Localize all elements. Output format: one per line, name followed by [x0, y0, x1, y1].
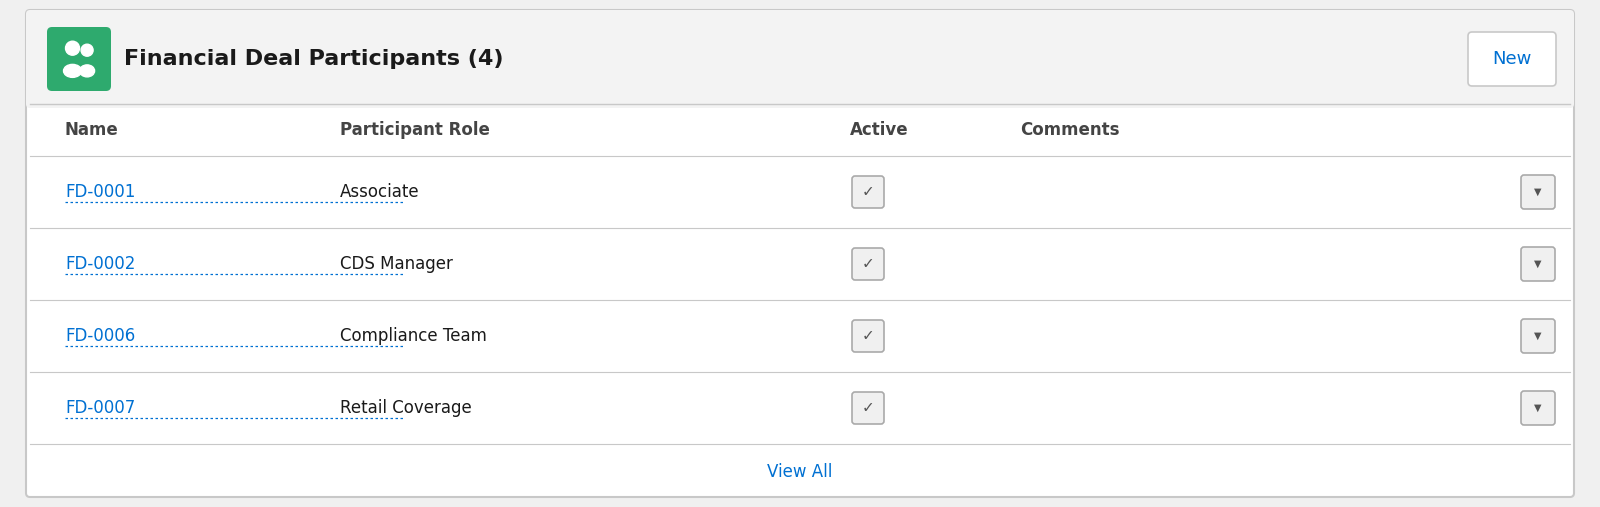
Text: FD-0007: FD-0007 — [66, 399, 136, 417]
Text: FD-0001: FD-0001 — [66, 183, 136, 201]
Text: Compliance Team: Compliance Team — [339, 327, 486, 345]
Text: ▼: ▼ — [1534, 331, 1542, 341]
Text: New: New — [1493, 50, 1531, 68]
Text: FD-0006: FD-0006 — [66, 327, 136, 345]
Text: Comments: Comments — [1021, 121, 1120, 139]
Bar — [30, 94, 1570, 104]
FancyBboxPatch shape — [851, 248, 883, 280]
Ellipse shape — [64, 64, 82, 78]
Text: ✓: ✓ — [862, 329, 874, 344]
FancyBboxPatch shape — [26, 10, 1574, 497]
FancyBboxPatch shape — [1522, 319, 1555, 353]
Text: Associate: Associate — [339, 183, 419, 201]
Text: Active: Active — [850, 121, 909, 139]
FancyBboxPatch shape — [1522, 391, 1555, 425]
Text: ✓: ✓ — [862, 401, 874, 416]
Text: ▼: ▼ — [1534, 259, 1542, 269]
FancyBboxPatch shape — [1522, 247, 1555, 281]
FancyBboxPatch shape — [26, 10, 1574, 108]
FancyBboxPatch shape — [851, 320, 883, 352]
Text: Name: Name — [66, 121, 118, 139]
FancyBboxPatch shape — [46, 27, 110, 91]
FancyBboxPatch shape — [1522, 175, 1555, 209]
Text: FD-0002: FD-0002 — [66, 255, 136, 273]
Text: ▼: ▼ — [1534, 403, 1542, 413]
FancyBboxPatch shape — [1469, 32, 1555, 86]
Ellipse shape — [80, 65, 94, 77]
Circle shape — [66, 41, 80, 55]
Circle shape — [82, 44, 93, 56]
Text: Participant Role: Participant Role — [339, 121, 490, 139]
Text: Financial Deal Participants (4): Financial Deal Participants (4) — [125, 49, 504, 69]
FancyBboxPatch shape — [851, 392, 883, 424]
Text: ▼: ▼ — [1534, 187, 1542, 197]
Text: View All: View All — [768, 463, 832, 481]
Text: Retail Coverage: Retail Coverage — [339, 399, 472, 417]
FancyBboxPatch shape — [851, 176, 883, 208]
Text: ✓: ✓ — [862, 185, 874, 199]
Text: CDS Manager: CDS Manager — [339, 255, 453, 273]
Text: ✓: ✓ — [862, 257, 874, 272]
